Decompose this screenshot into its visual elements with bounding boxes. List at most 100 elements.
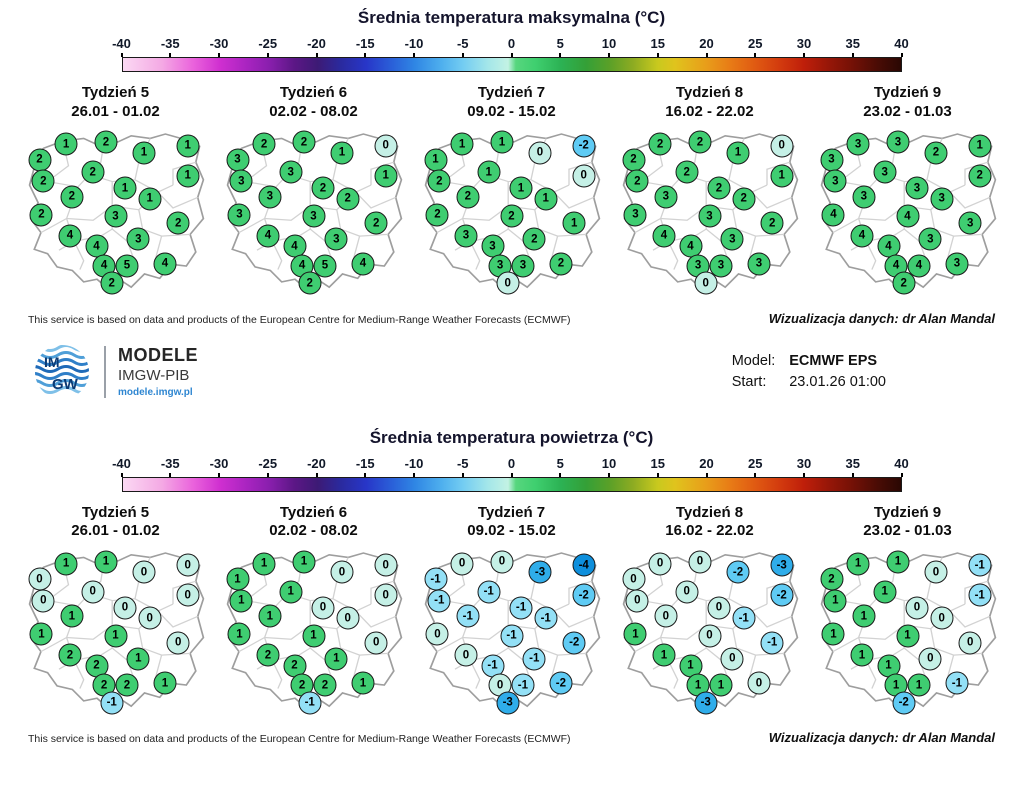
station-temperature-marker: 0 bbox=[528, 141, 552, 165]
colorbar-tick-label: -10 bbox=[404, 36, 424, 51]
station-temperature-marker: 1 bbox=[850, 643, 874, 667]
colorbar-tick bbox=[364, 472, 367, 477]
station-temperature-marker: 0 bbox=[707, 596, 731, 620]
station-temperature-marker: 1 bbox=[652, 643, 676, 667]
station-temperature-marker: -1 bbox=[509, 596, 533, 620]
station-temperature-marker: 1 bbox=[94, 550, 118, 574]
colorbar-tick-label: -5 bbox=[456, 455, 469, 471]
week-dates: 09.02 - 15.02 bbox=[467, 102, 556, 120]
station-temperature-marker: 3 bbox=[226, 148, 249, 172]
station-temperature-marker: 2 bbox=[732, 187, 756, 211]
imgw-logo-icon: IM GW bbox=[35, 344, 89, 399]
poland-week-map: 0 1 1 0 0 0 0 0 1 0 0 1 1 0 2 2 1 2 2 1 -1 bbox=[21, 546, 211, 722]
station-temperature-marker: 0 bbox=[688, 550, 712, 574]
station-temperature-marker: -1 bbox=[522, 647, 546, 671]
colorbar-tick-label: -30 bbox=[209, 36, 229, 51]
station-temperature-marker: 1 bbox=[126, 647, 150, 671]
station-temperature-marker: 1 bbox=[770, 164, 794, 188]
modele-link[interactable]: modele.imgw.pl bbox=[118, 387, 193, 398]
station-temperature-marker: -1 bbox=[945, 671, 969, 695]
station-temperature-marker: 4 bbox=[153, 252, 177, 276]
colorbar-tick bbox=[266, 472, 269, 477]
logo-divider bbox=[104, 345, 106, 398]
station-temperature-marker: 2 bbox=[81, 160, 105, 184]
station-temperature-marker: 3 bbox=[227, 203, 251, 226]
station-temperature-marker: 0 bbox=[720, 647, 744, 671]
station-temperature-marker: 5 bbox=[115, 254, 139, 278]
colorbar-tick-label: 15 bbox=[650, 36, 665, 51]
station-temperature-marker: 3 bbox=[454, 224, 478, 248]
colorbar-tick bbox=[364, 53, 367, 57]
model-value: ECMWF EPS bbox=[789, 353, 878, 369]
colorbar-tick bbox=[461, 472, 464, 477]
week-header: Tydzień 5 26.01 - 01.02 bbox=[21, 84, 211, 122]
station-temperature-marker: 1 bbox=[907, 673, 931, 697]
station-temperature-marker: 3 bbox=[302, 204, 325, 228]
station-temperature-marker: 0 bbox=[81, 580, 105, 604]
colorbar-tick bbox=[608, 53, 610, 57]
station-temperature-marker: 1 bbox=[509, 176, 533, 200]
colorbar-tick bbox=[413, 472, 415, 477]
station-temperature-marker: 4 bbox=[907, 254, 931, 278]
branding-row: IM GW MODELE IMGW-PIB modele.imgw.pl Mod… bbox=[0, 342, 1023, 402]
station-temperature-marker: 2 bbox=[549, 252, 573, 276]
station-temperature-marker: 0 bbox=[918, 647, 942, 671]
station-temperature-marker: 2 bbox=[427, 169, 451, 193]
station-temperature-marker: 1 bbox=[153, 671, 177, 695]
station-temperature-marker: 2 bbox=[364, 211, 388, 235]
station-temperature-marker: 0 bbox=[28, 567, 51, 591]
station-temperature-marker: 3 bbox=[623, 203, 647, 226]
colorbar-tick bbox=[851, 472, 854, 477]
station-temperature-marker: 2 bbox=[313, 673, 337, 697]
week-header: Tydzień 8 16.02 - 22.02 bbox=[615, 84, 805, 122]
colorbar-tick bbox=[120, 472, 123, 477]
station-temperature-marker: 0 bbox=[330, 560, 354, 584]
station-temperature-marker: -1 bbox=[456, 604, 480, 628]
station-temperature-marker: 2 bbox=[622, 148, 645, 172]
colorbar-tick-label: 40 bbox=[894, 36, 909, 51]
poland-week-map: 1 1 1 0 -2 2 1 0 2 1 1 2 2 1 3 3 2 3 3 2 0 bbox=[417, 127, 607, 303]
colorbar-tick bbox=[510, 472, 513, 477]
colorbar-tick-label: 30 bbox=[796, 36, 812, 51]
week-forecast-column: Tydzień 8 16.02 - 22.02 0 0 0 -2 -3 0 0 -2 0 0 -1 1 0-… bbox=[615, 504, 805, 723]
station-temperature-marker: 2 bbox=[28, 148, 51, 172]
station-temperature-marker: 2 bbox=[924, 141, 948, 165]
station-temperature-marker: 0 bbox=[698, 624, 721, 648]
station-temperature-marker: 1 bbox=[302, 624, 325, 648]
ecmwf-attribution-text: This service is based on data and produc… bbox=[28, 733, 571, 745]
station-temperature-marker: 1 bbox=[450, 132, 474, 156]
station-temperature-marker: 3 bbox=[324, 227, 348, 251]
station-temperature-marker: 1 bbox=[279, 580, 303, 604]
station-temperature-marker: 1 bbox=[176, 134, 200, 158]
colorbar-tick-label: -30 bbox=[209, 455, 229, 471]
station-temperature-marker: 2 bbox=[60, 185, 84, 209]
week-forecast-column: Tydzień 7 09.02 - 15.02 -1 0 0 -3 -4 -1 -1 -2 -1 -1… bbox=[417, 504, 607, 723]
station-temperature-marker: 4 bbox=[896, 204, 919, 228]
station-temperature-marker: 3 bbox=[720, 227, 744, 251]
station-temperature-marker: 3 bbox=[852, 185, 876, 209]
station-temperature-marker: 2 bbox=[29, 203, 53, 226]
station-temperature-marker: 2 bbox=[336, 187, 360, 211]
station-temperature-marker: 1 bbox=[54, 552, 78, 576]
station-temperature-marker: 4 bbox=[652, 224, 676, 248]
station-temperature-marker: -2 bbox=[770, 583, 794, 607]
colorbar-tick bbox=[705, 472, 708, 477]
station-temperature-marker: 5 bbox=[313, 254, 337, 278]
colorbar-tick bbox=[510, 53, 513, 57]
week-label: Tydzień 5 bbox=[81, 84, 150, 101]
station-temperature-marker: 2 bbox=[94, 130, 118, 154]
colorbar-tick bbox=[169, 53, 172, 57]
station-temperature-marker: 1 bbox=[351, 671, 375, 695]
week-header: Tydzień 7 09.02 - 15.02 bbox=[417, 504, 607, 542]
station-temperature-marker: 0 bbox=[374, 134, 398, 158]
station-temperature-marker: 1 bbox=[821, 622, 845, 646]
week-label: Tydzień 9 bbox=[873, 503, 942, 521]
colorbar-tick-labels: -40 -35 -30 -25 -20 -15 -10 -5 0 5 10 15 20 25 30 35 40 bbox=[112, 36, 909, 53]
week-label: Tydzień 8 bbox=[675, 84, 744, 101]
colorbar-tick bbox=[413, 53, 415, 57]
station-temperature-marker: 4 bbox=[256, 224, 280, 248]
start-value: 23.01.26 01:00 bbox=[789, 374, 886, 390]
colorbar-tick-label: -35 bbox=[160, 455, 180, 471]
station-temperature-marker: 3 bbox=[905, 176, 929, 200]
colorbar-tick-label: 0 bbox=[507, 36, 516, 51]
